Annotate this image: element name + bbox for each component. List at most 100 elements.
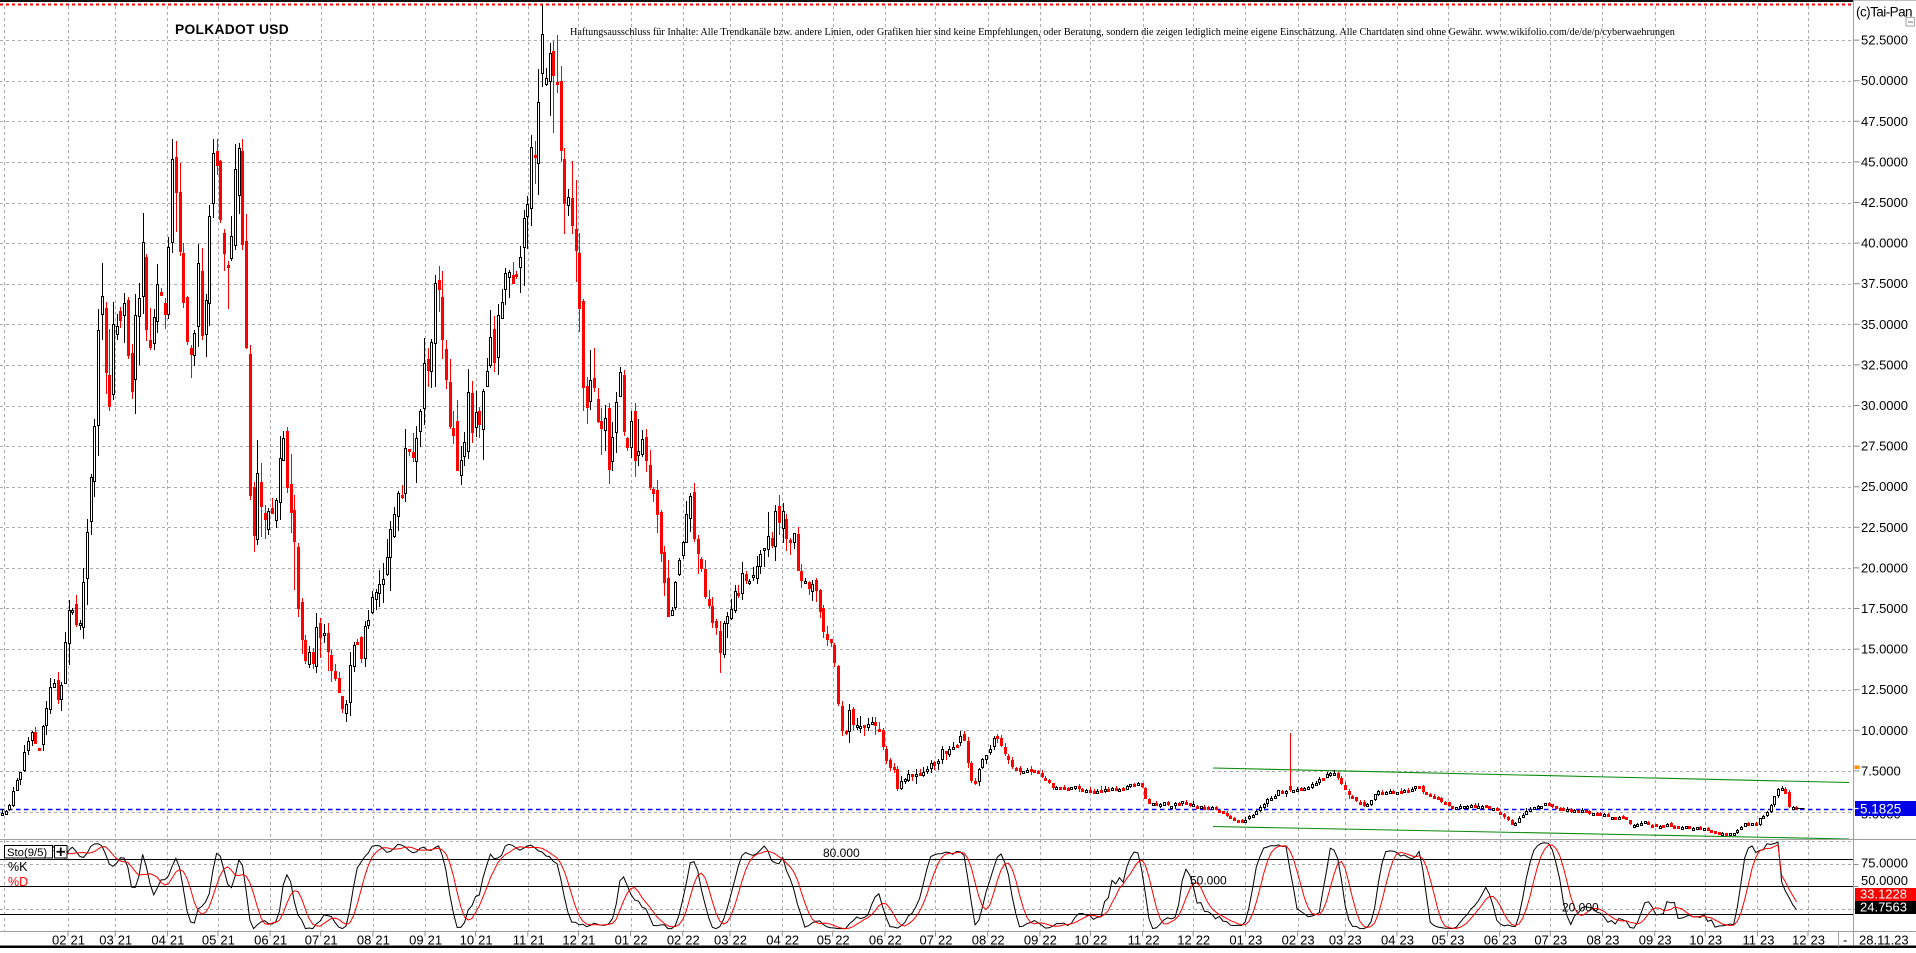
- svg-text:-: -: [1843, 933, 1847, 948]
- svg-text:06: 06: [1484, 933, 1498, 948]
- svg-text:22: 22: [785, 933, 799, 948]
- svg-text:22: 22: [633, 933, 647, 948]
- svg-text:08: 08: [1587, 933, 1601, 948]
- svg-text:12: 12: [1177, 933, 1191, 948]
- svg-text:23: 23: [1502, 933, 1516, 948]
- svg-text:21: 21: [581, 933, 595, 948]
- svg-text:21: 21: [323, 933, 337, 948]
- svg-text:23: 23: [1605, 933, 1619, 948]
- svg-text:25.0000: 25.0000: [1861, 479, 1908, 494]
- svg-text:37.5000: 37.5000: [1861, 276, 1908, 291]
- svg-text:32.5000: 32.5000: [1861, 357, 1908, 372]
- svg-text:24.7563: 24.7563: [1860, 900, 1907, 915]
- svg-text:21: 21: [273, 933, 287, 948]
- svg-text:23: 23: [1708, 933, 1722, 948]
- svg-text:22: 22: [835, 933, 849, 948]
- svg-text:22: 22: [685, 933, 699, 948]
- svg-text:%D: %D: [8, 875, 28, 889]
- svg-text:23: 23: [1450, 933, 1464, 948]
- svg-text:(c)Tai-Pan: (c)Tai-Pan: [1856, 5, 1912, 20]
- svg-text:04: 04: [151, 933, 165, 948]
- svg-text:52.5000: 52.5000: [1861, 33, 1908, 48]
- svg-text:27.5000: 27.5000: [1861, 439, 1908, 454]
- svg-text:22: 22: [938, 933, 952, 948]
- svg-text:04: 04: [1381, 933, 1395, 948]
- svg-text:22: 22: [887, 933, 901, 948]
- svg-text:35.0000: 35.0000: [1861, 317, 1908, 332]
- svg-text:12.5000: 12.5000: [1861, 682, 1908, 697]
- svg-text:5.1825: 5.1825: [1860, 801, 1901, 816]
- svg-text:50.0000: 50.0000: [1861, 873, 1908, 888]
- svg-text:%K: %K: [8, 860, 28, 874]
- svg-text:28.11.23: 28.11.23: [1859, 933, 1909, 948]
- svg-text:33.1228: 33.1228: [1860, 887, 1907, 902]
- svg-text:22: 22: [733, 933, 747, 948]
- svg-text:10: 10: [460, 933, 474, 948]
- svg-text:22: 22: [1042, 933, 1056, 948]
- svg-text:23: 23: [1811, 933, 1825, 948]
- svg-text:06: 06: [254, 933, 268, 948]
- svg-text:08: 08: [357, 933, 371, 948]
- svg-text:09: 09: [409, 933, 423, 948]
- svg-text:03: 03: [1329, 933, 1343, 948]
- svg-text:22.5000: 22.5000: [1861, 520, 1908, 535]
- svg-text:22: 22: [990, 933, 1004, 948]
- svg-text:10: 10: [1074, 933, 1088, 948]
- svg-text:23: 23: [1300, 933, 1314, 948]
- svg-text:75.0000: 75.0000: [1861, 856, 1908, 871]
- svg-text:42.5000: 42.5000: [1861, 195, 1908, 210]
- svg-text:20.0000: 20.0000: [1861, 560, 1908, 575]
- svg-text:21: 21: [478, 933, 492, 948]
- svg-text:09: 09: [1639, 933, 1653, 948]
- svg-text:09: 09: [1024, 933, 1038, 948]
- svg-text:21: 21: [220, 933, 234, 948]
- svg-text:08: 08: [972, 933, 986, 948]
- svg-text:21: 21: [375, 933, 389, 948]
- svg-text:22: 22: [1196, 933, 1210, 948]
- svg-text:15.0000: 15.0000: [1861, 642, 1908, 657]
- svg-text:01: 01: [615, 933, 629, 948]
- svg-text:23: 23: [1657, 933, 1671, 948]
- svg-text:20.000: 20.000: [1562, 901, 1599, 915]
- svg-text:30.0000: 30.0000: [1861, 398, 1908, 413]
- svg-text:50.0000: 50.0000: [1861, 73, 1908, 88]
- svg-text:21: 21: [118, 933, 132, 948]
- svg-text:47.5000: 47.5000: [1861, 114, 1908, 129]
- svg-text:Sto(9/5): Sto(9/5): [7, 847, 47, 859]
- svg-text:40.0000: 40.0000: [1861, 236, 1908, 251]
- svg-text:22: 22: [1145, 933, 1159, 948]
- svg-text:11: 11: [1743, 933, 1757, 948]
- svg-text:03: 03: [99, 933, 113, 948]
- svg-text:23: 23: [1760, 933, 1774, 948]
- svg-text:10.0000: 10.0000: [1861, 723, 1908, 738]
- svg-text:05: 05: [1432, 933, 1446, 948]
- svg-text:11: 11: [1128, 933, 1142, 948]
- svg-text:05: 05: [202, 933, 216, 948]
- svg-text:11: 11: [513, 933, 527, 948]
- svg-text:Haftungsausschluss für Inhalte: Haftungsausschluss für Inhalte: Alle Tre…: [570, 27, 1675, 38]
- svg-text:07: 07: [305, 933, 319, 948]
- svg-text:21: 21: [71, 933, 85, 948]
- svg-text:23: 23: [1248, 933, 1262, 948]
- svg-text:02: 02: [52, 933, 66, 948]
- svg-text:80.000: 80.000: [823, 846, 860, 860]
- svg-text:45.0000: 45.0000: [1861, 154, 1908, 169]
- svg-text:23: 23: [1553, 933, 1567, 948]
- svg-text:06: 06: [869, 933, 883, 948]
- svg-text:50.000: 50.000: [1190, 874, 1227, 888]
- svg-text:21: 21: [530, 933, 544, 948]
- svg-text:21: 21: [170, 933, 184, 948]
- svg-text:21: 21: [428, 933, 442, 948]
- svg-text:12: 12: [562, 933, 576, 948]
- svg-text:02: 02: [1282, 933, 1296, 948]
- svg-text:23: 23: [1400, 933, 1414, 948]
- svg-text:02: 02: [667, 933, 681, 948]
- svg-text:04: 04: [766, 933, 780, 948]
- svg-text:7.5000: 7.5000: [1861, 763, 1901, 778]
- svg-text:POLKADOT USD: POLKADOT USD: [175, 22, 289, 37]
- svg-text:07: 07: [1534, 933, 1548, 948]
- svg-text:01: 01: [1229, 933, 1243, 948]
- svg-text:10: 10: [1689, 933, 1703, 948]
- svg-text:03: 03: [714, 933, 728, 948]
- svg-text:23: 23: [1347, 933, 1361, 948]
